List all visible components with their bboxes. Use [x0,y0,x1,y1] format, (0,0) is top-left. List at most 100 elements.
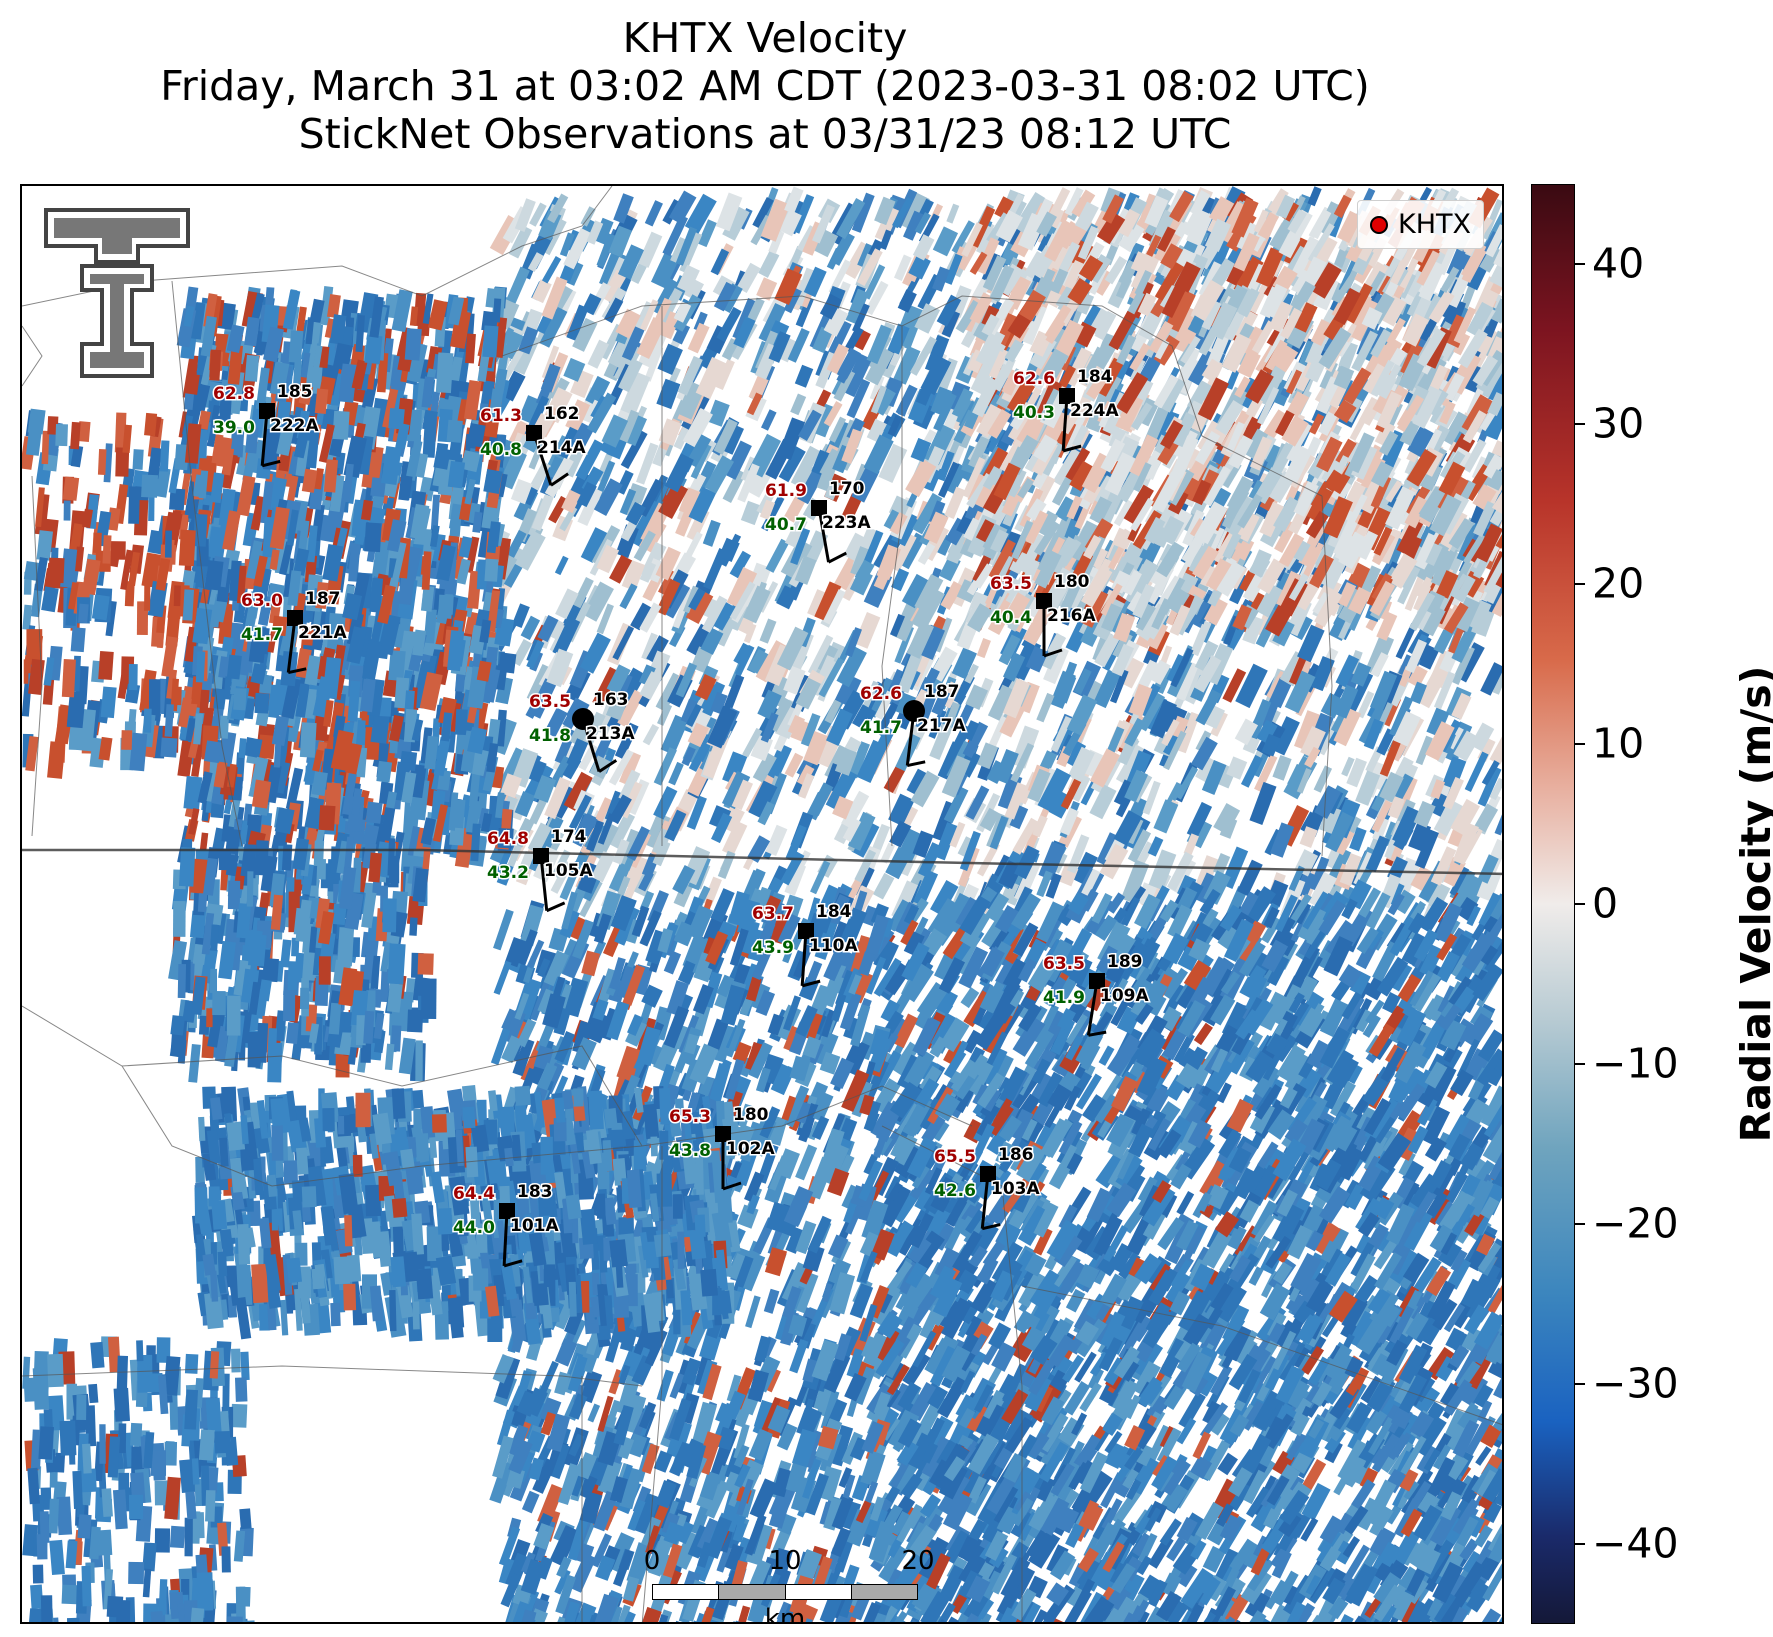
radar-gate [1249,781,1277,826]
radar-gate [864,346,895,386]
radar-gate [784,752,804,778]
radar-gate [845,288,869,325]
radar-gate [1175,766,1199,800]
radar-gate [936,357,958,396]
radar-gate [1320,692,1344,719]
radar-gate [715,359,735,391]
radar-gate [761,495,785,532]
radar-gate [1333,247,1349,269]
chart-title: KHTX Velocity Friday, March 31 at 03:02 … [20,14,1510,158]
radar-gate [1392,773,1414,802]
radar-gate [1093,669,1121,709]
radar-gate [1369,670,1398,712]
title-line-2: Friday, March 31 at 03:02 AM CDT (2023-0… [160,62,1370,110]
radar-gate [901,573,930,609]
radar-gate [893,345,921,385]
radar-gate [1272,754,1292,781]
radar-gate [660,714,689,755]
radar-gate [747,648,772,676]
radar-gate [1017,681,1040,714]
radar-map: 62.8 185 39.0 222A 61.3 162 40.8 214A 62.6 184 40.… [20,184,1504,1624]
radar-gate [159,440,170,472]
radar-gate [129,732,148,772]
radar-gate [893,254,912,281]
radar-gate [797,469,824,505]
radar-gate [641,632,658,661]
radar-gate [132,449,144,470]
radar-gate [826,320,852,359]
radar-gate [178,529,196,567]
radar-gate [531,279,552,304]
radar-gate [898,532,926,570]
radar-gate [892,600,922,642]
radar-gate [1346,671,1374,713]
radar-gate [759,618,777,644]
radar-gate [518,395,541,424]
radar-gate [1313,765,1333,793]
radar-gate [1194,640,1219,672]
radar-gate [672,587,694,629]
radar-gate [824,699,842,724]
radar-gate [1054,496,1078,522]
radar-gate [70,627,86,653]
radar-gate [1489,777,1502,801]
radar-gate [504,266,530,308]
radar-gate [550,860,573,894]
radar-gate [492,298,502,323]
radar-gate [1094,633,1120,668]
radar-gate [940,580,963,610]
radar-gate [722,469,747,504]
radar-gate [930,880,959,916]
radar-gate [218,940,236,980]
radar-gate [683,278,705,301]
radar-gate [869,375,885,401]
radar-gate [843,326,864,353]
radar-gate [415,1040,423,1082]
radar-gate [1408,821,1432,852]
radar-gate [1364,633,1395,677]
radar-gate [183,775,203,810]
radar-gate [828,259,852,295]
radar-gate [226,995,241,1036]
radar-gate [648,480,671,518]
radar-gate [834,673,862,707]
radar-gate [501,370,526,402]
radar-gate [1451,692,1472,720]
radar-gate [528,759,547,783]
radar-gate [653,747,677,786]
radar-gate [496,862,514,886]
radar-gate [526,639,545,669]
radar-gate [928,709,947,739]
radar-gate [288,330,304,363]
radar-gate [283,990,296,1022]
radar-gate [233,688,247,711]
radar-gate [1444,721,1473,763]
radar-gate [1167,851,1194,891]
radar-gate [934,822,958,861]
radar-gate [828,416,847,443]
radar-gate [193,513,208,547]
radar-gate [686,623,714,657]
radar-gate [128,663,138,691]
radar-gate [951,388,974,419]
radar-gate [78,603,89,624]
radar-gate [722,820,748,856]
radar-gate [765,538,790,573]
radar-gate [144,580,151,611]
radar-gate [1210,711,1228,737]
radar-gate [790,393,807,416]
radar-gate [484,558,499,582]
radar-gate [1407,665,1428,688]
radar-gate [70,421,81,450]
radar-gate [299,987,310,1010]
radar-gate [758,250,780,278]
radar-gate [421,978,437,1019]
radar-gate [1453,730,1480,762]
radar-gate [790,445,821,488]
radar-gate [160,737,178,758]
radar-gate [1036,692,1055,723]
radar-gate [97,448,107,475]
radar-gate [765,824,788,857]
radar-gate [409,917,418,936]
radar-gate [1174,661,1199,701]
